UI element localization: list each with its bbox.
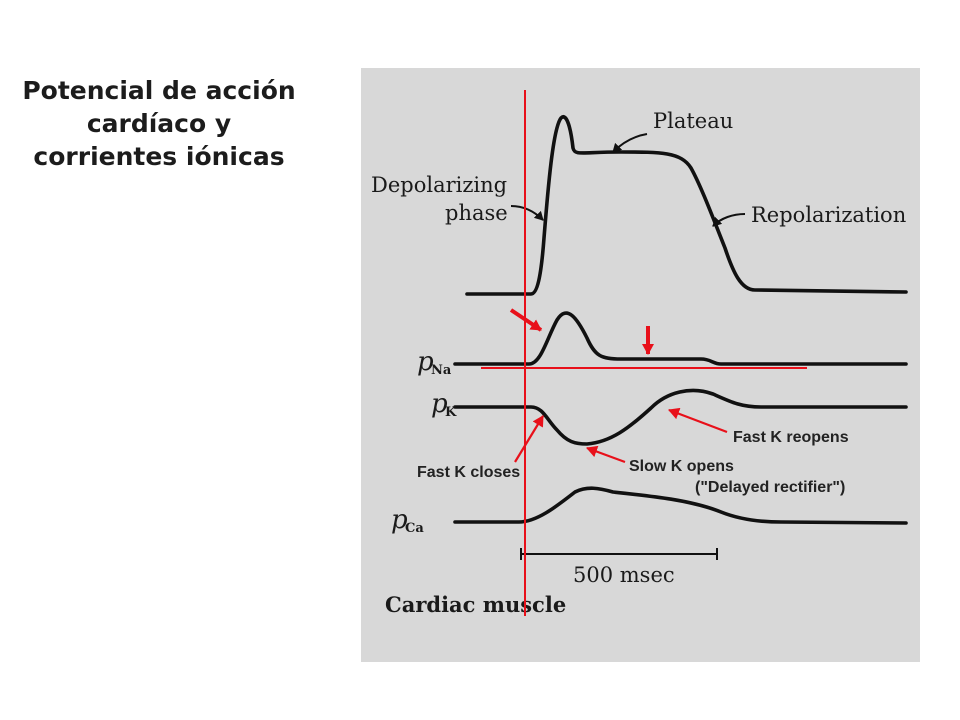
p-ca-subscript: Ca: [405, 521, 424, 536]
plateau-arrow: [612, 133, 648, 153]
slide-title: Potencial de acción cardíaco y corriente…: [0, 74, 318, 173]
p-na-trace: [453, 311, 908, 366]
p-k-symbol: p: [431, 389, 448, 419]
p-ca-symbol: p: [391, 505, 408, 535]
fast-k-reopens-label: Fast K reopens: [733, 429, 849, 446]
plateau-label: Plateau: [653, 109, 733, 133]
depolarizing-label: Depolarizing: [371, 173, 507, 197]
figure-canvas: Plateau Depolarizing phase Repolarizatio…: [371, 90, 908, 617]
p-k-trace: [453, 388, 908, 446]
p-k-subscript: K: [445, 405, 457, 420]
cardiac-action-potential-figure: Plateau Depolarizing phase Repolarizatio…: [361, 68, 920, 662]
p-na-label: p Na: [417, 347, 452, 378]
title-line-1: Potencial de acción: [22, 76, 296, 105]
p-na-subscript: Na: [431, 363, 452, 378]
fast-k-closes-label: Fast K closes: [417, 464, 520, 481]
p-ca-label: p Ca: [391, 505, 424, 536]
slow-k-opens-arrow: [586, 445, 626, 464]
scale-label: 500 msec: [573, 563, 675, 587]
time-scale-bar: [520, 548, 718, 560]
phase-label: phase: [445, 201, 508, 225]
delayed-rectifier-label: ("Delayed rectifier"): [695, 479, 845, 496]
p-k-label: p K: [431, 389, 457, 420]
repolarization-label: Repolarization: [751, 203, 906, 227]
p-ca-trace: [453, 486, 908, 525]
na-peak-arrow: [509, 308, 543, 332]
action-potential-trace: [465, 115, 908, 296]
p-na-symbol: p: [417, 347, 434, 377]
fast-k-closes-arrow: [514, 415, 544, 463]
fast-k-reopens-arrow: [668, 407, 728, 434]
repolarization-arrow: [712, 213, 746, 227]
figure-caption: Cardiac muscle: [385, 592, 566, 617]
slow-k-opens-label: Slow K opens: [629, 458, 734, 475]
title-line-2: cardíaco y: [86, 109, 232, 138]
title-line-3: corrientes iónicas: [33, 142, 285, 171]
depolarizing-arrow: [510, 205, 544, 221]
